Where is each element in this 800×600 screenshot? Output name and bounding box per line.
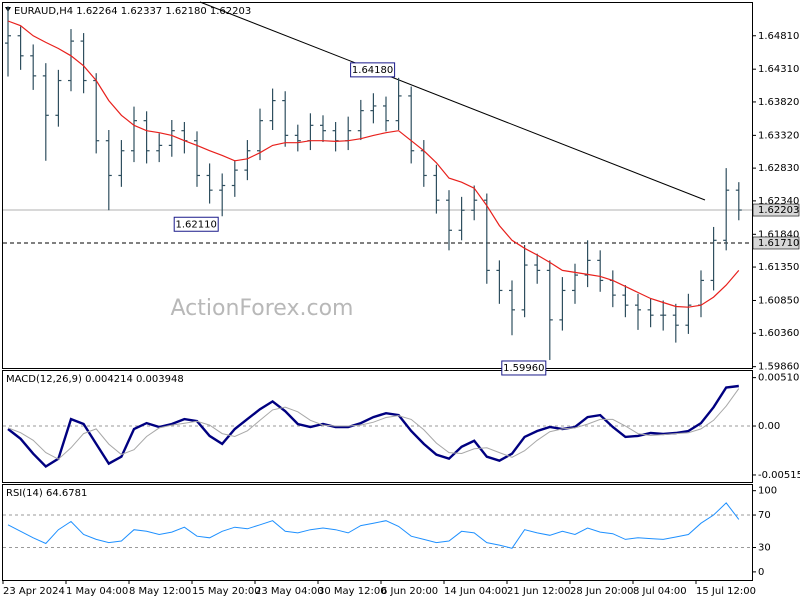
y-tick-label: 0 (758, 567, 764, 578)
y-tick-label: 0.00 (758, 421, 780, 432)
x-tick-label: 14 Jun 04:00 (444, 586, 508, 597)
price-annotation (173, 216, 219, 232)
price-annotation-label: 1.64180 (352, 65, 393, 76)
panel-title: RSI(14) 64.6781 (6, 488, 87, 499)
rsi-panel-frame (2, 484, 753, 581)
x-tick-label: 15 Jul 12:00 (696, 586, 756, 597)
y-tick-label: 1.61840 (758, 229, 799, 240)
y-tick-label: 70 (758, 510, 771, 521)
price-box (752, 236, 800, 250)
y-tick-label: 1.63320 (758, 130, 799, 141)
price-annotation-label: 1.62110 (176, 219, 217, 230)
indicator-line (7, 388, 740, 460)
price-annotation (350, 62, 396, 78)
y-tick-label: 0.005102 (758, 373, 800, 384)
x-tick-label: 30 May 12:00 (318, 586, 387, 597)
price-panel-frame (2, 2, 753, 369)
y-tick-label: 1.61350 (758, 262, 799, 273)
y-tick-label: 1.62830 (758, 163, 799, 174)
x-tick-label: 23 Apr 2024 (3, 586, 65, 597)
price-box (752, 203, 800, 217)
y-tick-label: 30 (758, 543, 771, 554)
x-tick-label: 1 May 04:00 (66, 586, 128, 597)
moving-average (7, 20, 740, 308)
panel-title: MACD(12,26,9) 0.004214 0.003948 (6, 374, 184, 385)
x-tick-label: 8 May 12:00 (129, 586, 191, 597)
x-tick-label: 28 Jun 20:00 (570, 586, 634, 597)
y-tick-label: 1.60850 (758, 295, 799, 306)
y-tick-label: -0.005159 (758, 470, 800, 481)
x-tick-label: 8 Jul 04:00 (633, 586, 687, 597)
y-tick-label: 1.64810 (758, 31, 799, 42)
y-tick-label: 100 (758, 486, 777, 497)
x-tick-label: 6 Jun 20:00 (381, 586, 438, 597)
price-annotation (501, 360, 547, 376)
indicator-line (7, 502, 740, 549)
x-tick-label: 23 May 04:00 (255, 586, 324, 597)
y-tick-label: 1.59860 (758, 362, 799, 373)
price-box-label: 1.62203 (758, 205, 799, 216)
indicator-line (7, 384, 739, 469)
y-tick-label: 1.64310 (758, 64, 799, 75)
x-tick-label: 21 Jun 12:00 (507, 586, 571, 597)
y-tick-label: 1.60360 (758, 328, 799, 339)
trend-line (199, 1, 706, 201)
watermark: ActionForex.com (171, 296, 354, 321)
y-tick-label: 1.63820 (758, 97, 799, 108)
y-tick-label: 1.62340 (758, 196, 799, 207)
price-annotation-label: 1.59960 (503, 363, 544, 374)
x-tick-label: 15 May 20:00 (192, 586, 261, 597)
panel-title: EURAUD,H4 1.62264 1.62337 1.62180 1.6220… (14, 6, 251, 17)
price-box-label: 1.61710 (758, 238, 799, 249)
